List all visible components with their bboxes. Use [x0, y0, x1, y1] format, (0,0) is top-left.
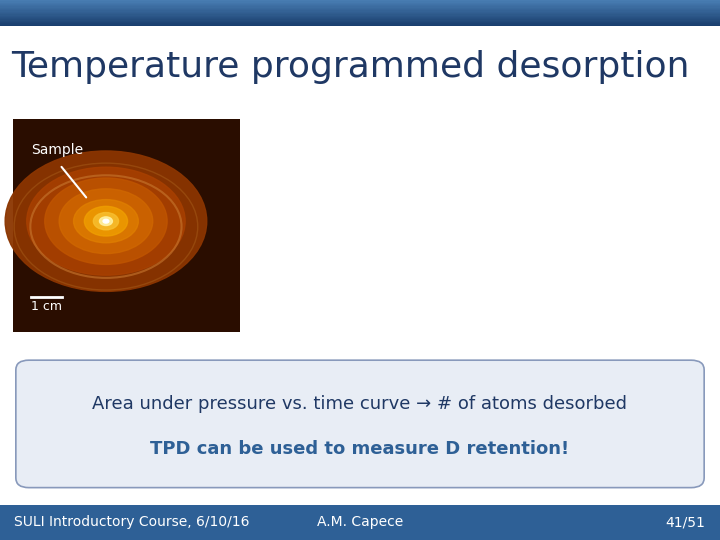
- Bar: [0, 505, 720, 540]
- Ellipse shape: [5, 151, 207, 292]
- Bar: [0, 12, 720, 14]
- Bar: [0, 7, 720, 9]
- Bar: [13, 119, 240, 332]
- Bar: [0, 5, 720, 6]
- Bar: [0, 3, 720, 5]
- Ellipse shape: [99, 217, 112, 226]
- Text: SULI Introductory Course, 6/10/16: SULI Introductory Course, 6/10/16: [14, 516, 250, 529]
- FancyBboxPatch shape: [16, 360, 704, 488]
- Bar: [0, 23, 720, 25]
- Bar: [0, 9, 720, 10]
- Bar: [0, 22, 720, 23]
- Bar: [0, 11, 720, 13]
- Text: 41/51: 41/51: [666, 516, 706, 529]
- Bar: [0, 15, 720, 17]
- Bar: [0, 0, 720, 1]
- Bar: [0, 16, 720, 18]
- Ellipse shape: [27, 167, 185, 275]
- Text: Temperature programmed desorption: Temperature programmed desorption: [11, 50, 689, 84]
- Bar: [0, 14, 720, 16]
- Text: A.M. Capece: A.M. Capece: [317, 516, 403, 529]
- Text: 1 cm: 1 cm: [31, 300, 62, 313]
- Ellipse shape: [84, 206, 127, 236]
- Text: TPD can be used to measure D retention!: TPD can be used to measure D retention!: [150, 440, 570, 458]
- Bar: [0, 6, 720, 8]
- Bar: [0, 2, 720, 4]
- Bar: [0, 1, 720, 3]
- Bar: [0, 24, 720, 26]
- Bar: [0, 19, 720, 21]
- Ellipse shape: [59, 189, 153, 254]
- Ellipse shape: [73, 200, 138, 243]
- Bar: [0, 10, 720, 12]
- Text: Sample: Sample: [31, 143, 83, 157]
- Text: Area under pressure vs. time curve → # of atoms desorbed: Area under pressure vs. time curve → # o…: [92, 395, 628, 414]
- Bar: [0, 20, 720, 22]
- Ellipse shape: [45, 178, 167, 265]
- Ellipse shape: [94, 213, 119, 230]
- Ellipse shape: [103, 219, 109, 223]
- Bar: [0, 18, 720, 19]
